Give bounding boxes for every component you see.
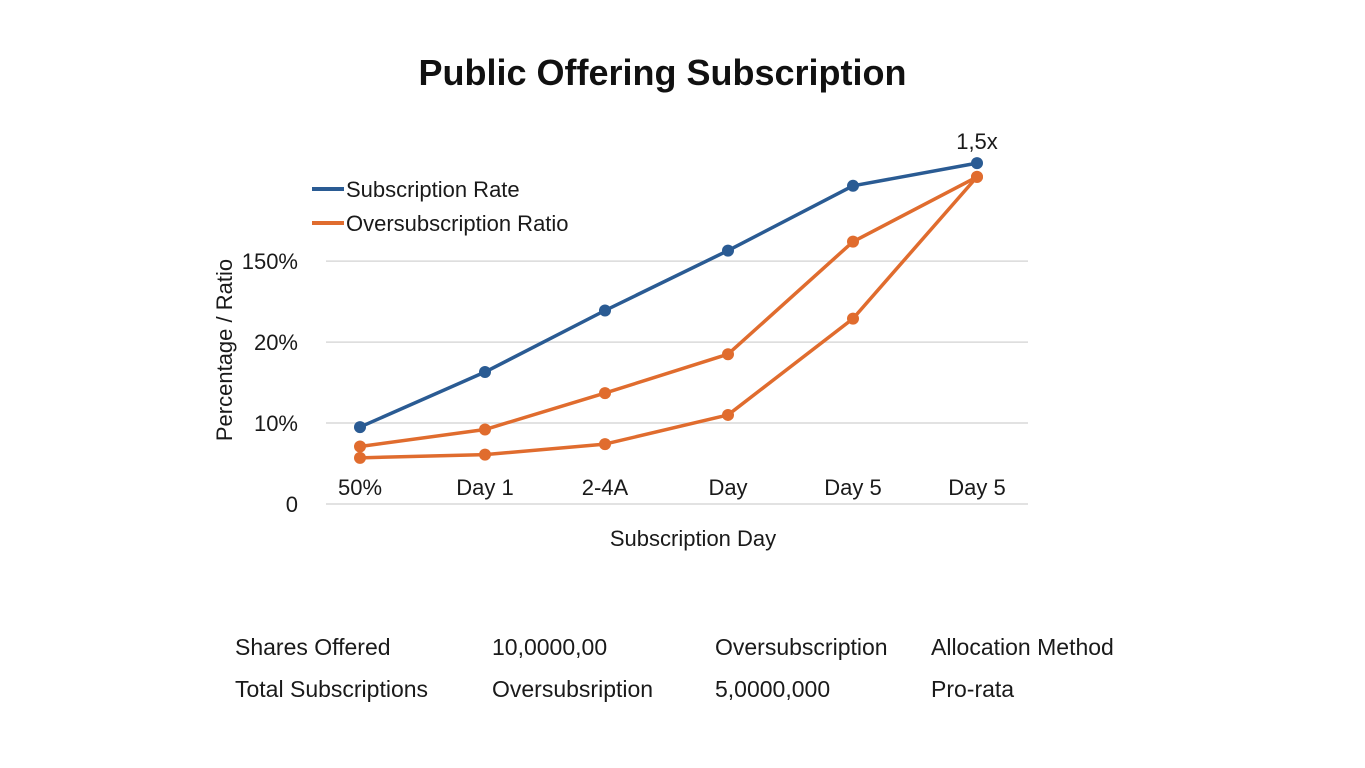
legend-label: Subscription Rate (346, 177, 520, 202)
x-tick-label: Day 5 (948, 475, 1005, 500)
data-point (479, 448, 491, 461)
data-point (722, 408, 734, 421)
info-label-oversubscription-2: Oversubsription (492, 676, 654, 702)
info-value-total-subscriptions: 5,0000,000 (715, 676, 831, 702)
y-tick-label: 10% (254, 411, 298, 436)
info-label-allocation-method: Allocation Method (931, 634, 1114, 660)
series-line (358, 175, 979, 460)
y-axis-label: Percentage / Ratio (212, 259, 237, 441)
info-label-total-subscriptions: Total Subscriptions (235, 676, 429, 702)
x-tick-label: Day 1 (456, 475, 513, 500)
info-value-allocation-method: Pro-rata (931, 676, 1015, 702)
grid-lines (326, 260, 1028, 505)
data-point (479, 366, 491, 379)
legend-label: Oversubscription Ratio (346, 211, 569, 236)
data-point (847, 179, 859, 192)
annotations: 1,5x (956, 129, 998, 154)
x-axis-label: Subscription Day (610, 526, 776, 551)
y-tick-label: 20% (254, 330, 298, 355)
data-point (599, 387, 611, 400)
x-tick-label: 50% (338, 475, 382, 500)
data-point (847, 235, 859, 248)
chart-title: Public Offering Subscription (418, 52, 907, 93)
x-tick-labels: 50% Day 1 2-4A Day Day 5 Day 5 (338, 475, 1006, 500)
x-tick-label: Day (708, 475, 747, 500)
series-lines (354, 157, 983, 464)
data-point (971, 170, 983, 183)
y-tick-label: 150% (242, 249, 298, 274)
info-label-oversubscription: Oversubscription (715, 634, 888, 660)
info-label-shares-offered: Shares Offered (235, 634, 391, 660)
data-point (971, 157, 983, 170)
data-point (354, 421, 366, 434)
y-tick-label: 0 (286, 492, 298, 517)
series-line (358, 161, 979, 429)
legend: Subscription Rate Oversubscription Ratio (312, 177, 569, 236)
series-line (358, 175, 979, 449)
y-tick-labels: 0 10% 20% 150% (242, 249, 298, 517)
x-tick-label: 2-4A (582, 475, 629, 500)
data-point (847, 312, 859, 325)
data-point (354, 440, 366, 453)
data-point (354, 451, 366, 464)
data-point (722, 348, 734, 361)
x-tick-label: Day 5 (824, 475, 881, 500)
data-point (599, 438, 611, 451)
info-value-shares-offered: 10,0000,00 (492, 634, 608, 660)
line-chart: 0 10% 20% 150% 50% Day 1 2-4A Day Day 5 Day 5 Su… (212, 129, 1028, 551)
data-point (479, 423, 491, 436)
annotation-label: 1,5x (956, 129, 998, 154)
data-point (599, 304, 611, 317)
data-point (722, 244, 734, 257)
